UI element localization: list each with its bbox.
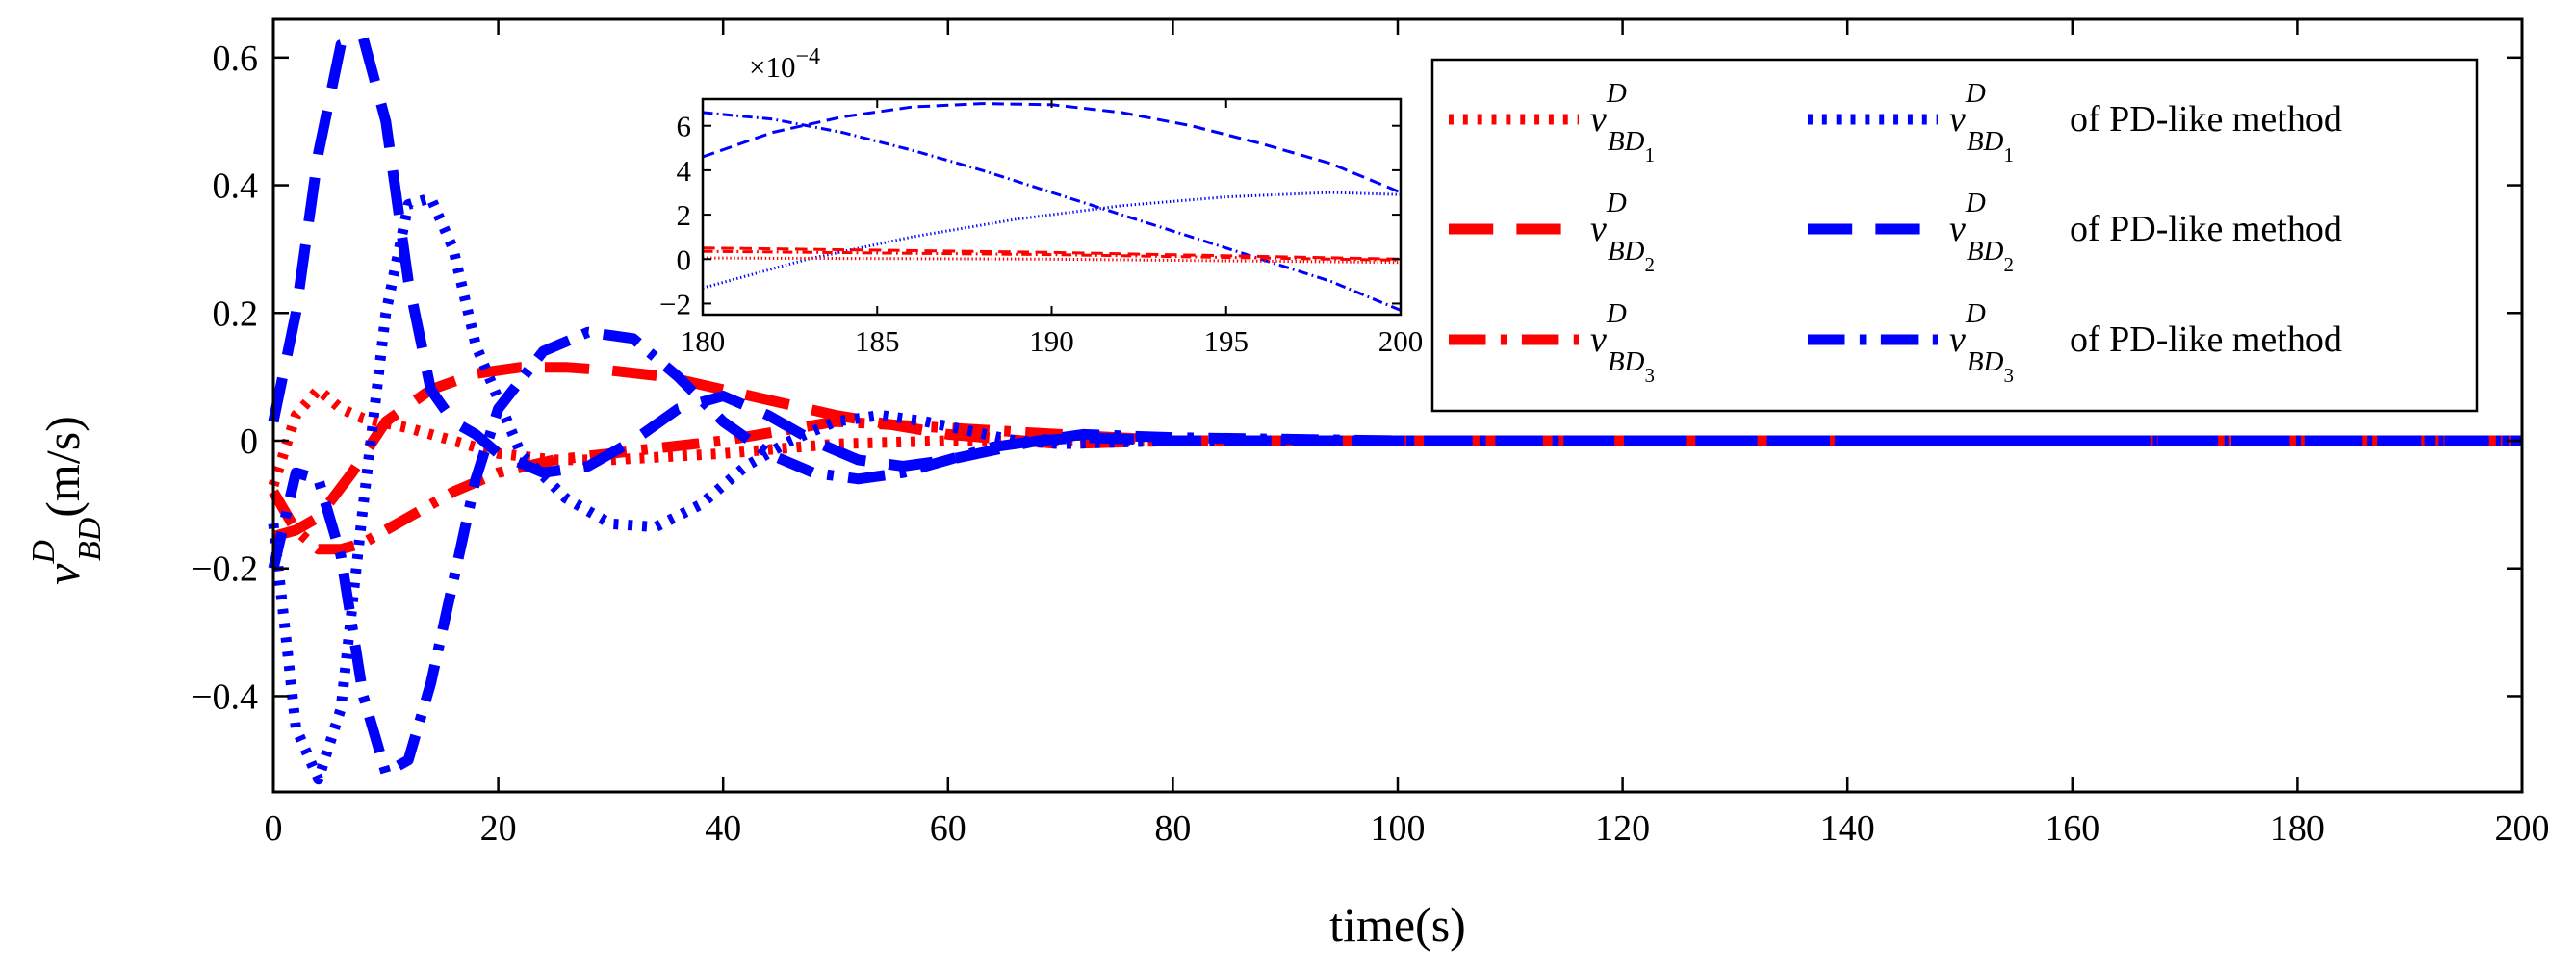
y-tick-label: −0.2: [192, 549, 258, 590]
legend-suffix-2: of PD-like method: [2070, 99, 2342, 140]
y-tick-label: 0: [240, 421, 258, 462]
legend-box: [1430, 58, 2479, 413]
x-tick-label: 40: [705, 808, 741, 849]
inset-series-line-1: [702, 191, 1402, 290]
inset-series-line-4: [702, 256, 1402, 265]
y-tick-label: 0.6: [213, 38, 259, 79]
main-ticks-group: 0 20 40 60 80 100 120 140 160 180 200−0.4−0.200.20…: [192, 19, 2550, 849]
main-series-group: [268, 33, 2522, 785]
y-axis-title-base: v: [36, 563, 90, 585]
y-axis-title: vD BD(m/s): [26, 416, 108, 585]
inset-x-tick-label: 180: [681, 324, 726, 358]
legend-label-6: vD BD3: [1949, 298, 2014, 387]
x-tick-label: 80: [1154, 808, 1191, 849]
y-tick-label: −0.4: [192, 676, 258, 717]
legend-label-4: vD BD2: [1949, 188, 2014, 276]
x-tick-label: 100: [1371, 808, 1426, 849]
inset-x-tick-label: 185: [855, 324, 900, 358]
legend-suffix-4: of PD-like method: [2070, 209, 2342, 249]
y-axis-title-sub: BD: [72, 517, 108, 561]
x-tick-label: 180: [2270, 808, 2325, 849]
x-tick-label: 20: [480, 808, 517, 849]
x-tick-label: 120: [1595, 808, 1650, 849]
legend-label-1: vD BD1: [1590, 78, 1655, 166]
x-tick-label: 140: [1820, 808, 1875, 849]
legend-label-5: vD BD3: [1590, 298, 1655, 387]
inset-y-tick-label: 0: [677, 242, 692, 276]
inset-series-line-3: [702, 111, 1402, 312]
legend-label-2: vD BD1: [1949, 78, 2014, 166]
x-tick-label: 0: [265, 808, 283, 849]
legend-suffix-6: of PD-like method: [2070, 319, 2342, 360]
inset-y-tick-label: −2: [659, 287, 691, 320]
inset-x-tick-label: 195: [1204, 324, 1249, 358]
inset-y-tick-label: 2: [677, 198, 692, 232]
x-tick-label: 160: [2045, 808, 2099, 849]
x-axis-title: time(s): [1329, 898, 1466, 952]
inset-exponent-label: ×10−4: [749, 44, 820, 84]
inset-series-line-6: [702, 249, 1402, 262]
inset-x-tick-label: 190: [1029, 324, 1074, 358]
series-line-6: [268, 326, 2522, 778]
inset-x-tick-label: 200: [1378, 324, 1424, 358]
legend: vD BD1 vD BD1 of PD-like method vD BD2 vD BD2 of …: [1449, 78, 2342, 387]
inset-y-tick-label: 4: [677, 154, 692, 188]
series-line-4: [268, 192, 2522, 785]
x-tick-label: 200: [2495, 808, 2550, 849]
y-tick-label: 0.4: [213, 166, 259, 207]
inset-ticks-group: 180 185 190 195 200 −2 0 2 4 6: [659, 99, 1423, 358]
inset-y-tick-label: 6: [677, 110, 692, 143]
x-tick-label: 60: [930, 808, 966, 849]
legend-label-3: vD BD2: [1590, 188, 1655, 276]
y-tick-label: 0.2: [213, 293, 259, 334]
y-axis-title-sup: D: [26, 540, 62, 565]
y-axis-title-unit: (m/s): [36, 416, 90, 518]
series-line-1: [268, 384, 2522, 488]
inset-plot-area: [703, 99, 1401, 315]
